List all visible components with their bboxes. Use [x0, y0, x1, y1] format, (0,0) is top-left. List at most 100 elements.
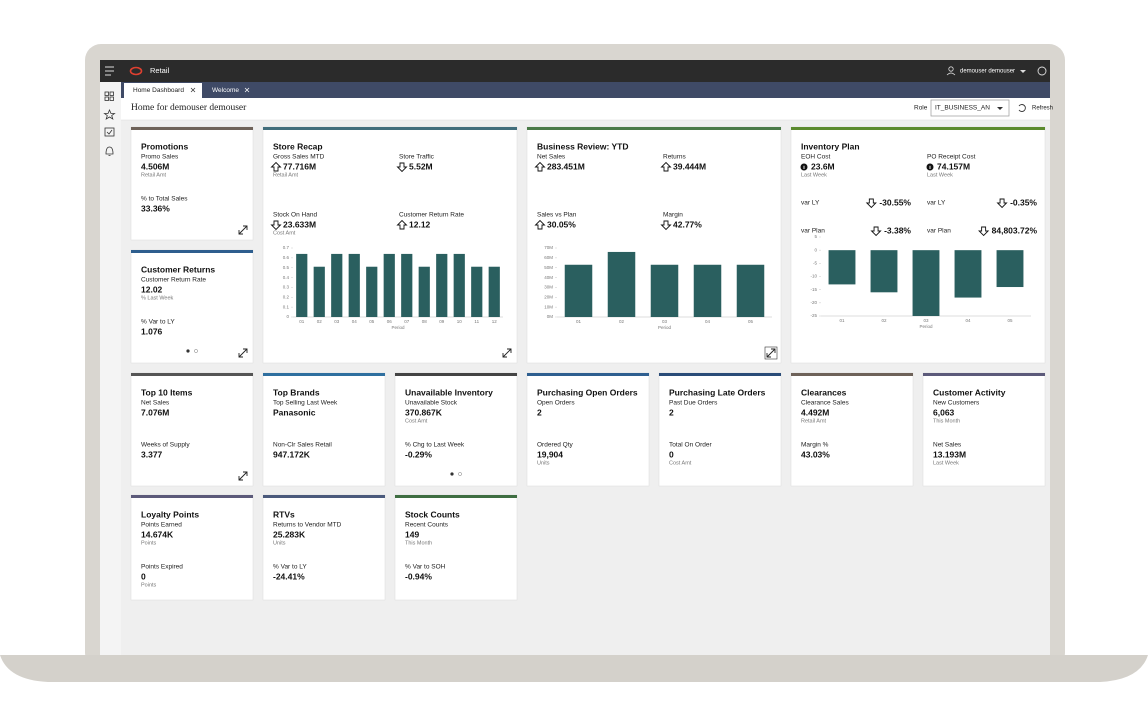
metric-sub: Retail Amt — [141, 172, 167, 178]
bar — [313, 266, 325, 317]
tab-close[interactable] — [244, 87, 250, 93]
bar — [383, 253, 395, 317]
x-tick-label: 02 — [881, 318, 887, 323]
metric-label: Customer Return Rate — [399, 212, 464, 219]
trend-down-icon — [978, 226, 990, 237]
menu-icon[interactable] — [105, 66, 114, 76]
metric-sub: Cost Amt — [669, 460, 692, 466]
x-tick-label: 03 — [923, 318, 929, 323]
expand-icon[interactable] — [238, 225, 248, 235]
role-caret[interactable] — [997, 107, 1003, 110]
bar — [650, 264, 679, 317]
metric-value: 2 — [537, 407, 542, 417]
expand-box — [764, 346, 778, 360]
metric-label: Net Sales — [933, 442, 962, 449]
card-title: Business Review: YTD — [537, 141, 629, 151]
metric-value: 43.03% — [801, 449, 830, 459]
x-tick-label: 04 — [705, 319, 711, 324]
metric-label: Points Expired — [141, 564, 183, 571]
card — [130, 249, 254, 364]
trend-down-icon — [396, 162, 408, 173]
tab-close[interactable] — [190, 87, 196, 93]
refresh-button[interactable]: Refresh — [1032, 106, 1053, 112]
y-tick-label: 0M — [547, 314, 554, 319]
expand-icon[interactable] — [238, 471, 248, 481]
metric-label: Returns — [663, 154, 687, 161]
bar — [296, 253, 308, 317]
metric-sub: Cost Amt — [405, 418, 428, 424]
metric-label: % Var to LY — [141, 319, 175, 326]
card-title: Inventory Plan — [801, 141, 860, 151]
bar — [912, 250, 940, 316]
card-accent — [131, 127, 253, 130]
expand-icon[interactable] — [238, 348, 248, 358]
role-value[interactable]: IT_BUSINESS_AN — [935, 105, 990, 112]
card-title: RTVs — [273, 509, 295, 519]
metric-value: 23.633M — [283, 219, 316, 229]
y-tick-label: 5 — [814, 234, 817, 239]
card-accent — [395, 373, 517, 376]
metric-label: Margin — [663, 212, 683, 219]
tab-active[interactable] — [124, 83, 202, 98]
metric-label: Gross Sales MTD — [273, 154, 325, 161]
tab-label[interactable]: Home Dashboard — [133, 87, 184, 94]
y-tick-label: 0.7 — [283, 245, 290, 250]
trend-down-icon — [996, 198, 1008, 209]
metric-value: 149 — [405, 529, 419, 539]
metric-label: var LY — [801, 200, 820, 207]
metric-label: Weeks of Supply — [141, 442, 190, 449]
x-tick-label: 05 — [1007, 318, 1013, 323]
metric-value: 19,904 — [537, 449, 563, 459]
metric-value: 7.076M — [141, 407, 169, 417]
y-tick-label: 0.1 — [283, 304, 290, 309]
metric-sub: Last Week — [933, 460, 959, 466]
x-tick-label: 04 — [965, 318, 971, 323]
card — [130, 494, 254, 601]
metric-value: -3.38% — [884, 225, 911, 235]
card-accent — [791, 127, 1045, 130]
tab-label[interactable]: Welcome — [212, 87, 239, 94]
user-icon[interactable] — [948, 66, 954, 72]
x-tick-label: 03 — [662, 319, 668, 324]
metric-value: 30.05% — [547, 219, 576, 229]
metric-value: 283.451M — [547, 161, 585, 171]
card — [130, 126, 254, 241]
metric-value: 77.716M — [283, 161, 316, 171]
y-tick-label: -5 — [813, 261, 817, 266]
metric-value: -0.94% — [405, 571, 432, 581]
card — [922, 372, 1046, 487]
metric-value: 2 — [669, 407, 674, 417]
metric-label: % Chg to Last Week — [405, 442, 465, 449]
bar — [996, 250, 1024, 288]
user-name[interactable]: demouser demouser — [960, 69, 1015, 75]
metric-label: PO Receipt Cost — [927, 154, 976, 161]
metric-label: Store Traffic — [399, 154, 435, 161]
sidebar-icons[interactable] — [103, 91, 116, 156]
expand-icon[interactable] — [766, 348, 776, 358]
oracle-logo — [129, 66, 143, 76]
card-accent — [131, 495, 253, 498]
metric-value: 947.172K — [273, 449, 311, 459]
expand-icon[interactable] — [502, 348, 512, 358]
refresh-icon[interactable] — [1018, 104, 1026, 112]
card-title: Top Brands — [273, 387, 320, 397]
trend-up-icon — [270, 161, 282, 172]
x-tick-label: 04 — [352, 319, 358, 324]
metric-label: Stock On Hand — [273, 212, 317, 219]
user-caret[interactable] — [1020, 70, 1026, 73]
x-tick-label: 01 — [576, 319, 582, 324]
metric-sub: This Month — [405, 540, 432, 546]
metric-sub: Retail Amt — [273, 172, 299, 178]
role-select[interactable] — [930, 99, 1010, 117]
x-tick-label: 10 — [457, 319, 463, 324]
card — [790, 372, 914, 487]
bar — [436, 253, 448, 317]
x-tick-label: 05 — [748, 319, 754, 324]
card-title: Stock Counts — [405, 509, 460, 519]
x-tick-label: 11 — [474, 319, 479, 324]
help-icon[interactable] — [1037, 66, 1047, 76]
metric-label: % to Total Sales — [141, 196, 188, 203]
tab-bar — [121, 82, 1050, 98]
y-tick-label: 0.6 — [283, 255, 290, 260]
card — [790, 126, 1046, 364]
